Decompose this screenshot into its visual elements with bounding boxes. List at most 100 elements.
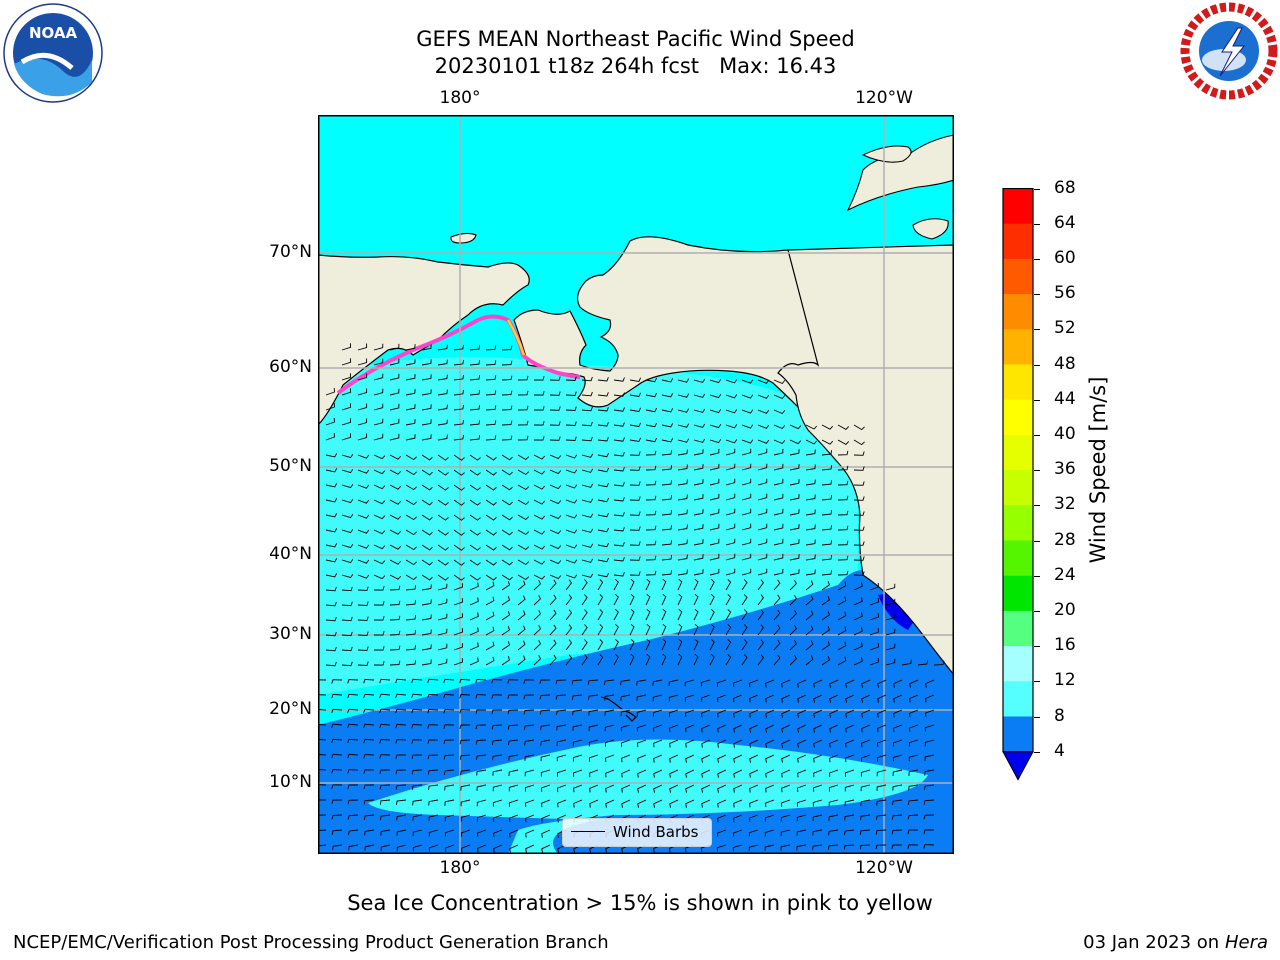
wind-barb (540, 769, 551, 777)
wind-barb (325, 616, 337, 622)
wind-barb (741, 409, 754, 414)
wind-barb (341, 498, 354, 504)
wind-barb (501, 641, 511, 651)
wind-barb (781, 679, 791, 688)
wind-barb (565, 391, 577, 396)
wind-barb (860, 784, 871, 792)
wind-barb (581, 391, 593, 397)
wind-barb (565, 421, 577, 426)
wind-barb (475, 709, 487, 714)
wind-barb (363, 754, 375, 759)
wind-barb (357, 469, 370, 474)
wind-barb (813, 724, 823, 733)
wind-barb (475, 724, 487, 730)
wind-barb (613, 422, 625, 427)
wind-barb (517, 610, 526, 621)
wind-barb (773, 639, 781, 651)
wind-barb (524, 739, 535, 746)
wind-barb (533, 640, 542, 651)
wind-barb (453, 574, 465, 581)
wind-barb (509, 814, 519, 823)
wind-barb (805, 580, 814, 591)
wind-barb (331, 814, 343, 820)
wind-barb (781, 739, 791, 748)
colorbar-tick (1034, 470, 1040, 472)
wind-barb (813, 784, 823, 792)
wind-barb (389, 514, 402, 520)
wind-barb (485, 596, 495, 606)
wind-barb (677, 593, 683, 606)
wind-barb (453, 484, 465, 491)
wind-barb (780, 844, 791, 851)
wind-barb (395, 693, 407, 699)
wind-barb (652, 679, 663, 686)
wind-barb (773, 538, 784, 546)
wind-barb (685, 799, 695, 808)
wind-barb (565, 514, 578, 519)
wind-barb (395, 769, 407, 775)
wind-barb (389, 585, 401, 591)
wind-barb (923, 799, 935, 805)
wind-barb (709, 439, 722, 444)
wind-barb (669, 769, 679, 778)
wind-barb (709, 638, 715, 651)
wind-barb (812, 829, 823, 836)
wind-barb (405, 574, 417, 581)
wind-barb (437, 574, 449, 581)
colorbar-bin (1003, 188, 1033, 225)
wind-barb (501, 559, 513, 566)
wind-barb (485, 574, 497, 581)
wind-barb (549, 609, 557, 621)
wind-barb (373, 469, 386, 475)
colorbar-tick (1034, 575, 1040, 577)
wind-barb (853, 582, 863, 591)
wind-barb (437, 658, 448, 666)
colorbar-bin (1003, 258, 1033, 295)
wind-barb (541, 814, 551, 823)
wind-barb (572, 724, 583, 731)
wind-barb (347, 814, 359, 820)
wind-barb (549, 624, 557, 636)
wind-barb (501, 435, 513, 441)
wind-12-16-band (318, 357, 858, 695)
wind-barb (318, 829, 327, 831)
wind-barb (645, 593, 651, 606)
wind-barb (685, 739, 695, 748)
colorbar-tick-label: 32 (1054, 494, 1076, 515)
wind-barb (331, 723, 343, 729)
wind-barb (421, 404, 432, 411)
wind-barb (389, 343, 400, 351)
wind-barb (812, 799, 823, 807)
wind-barb (485, 581, 495, 591)
wind-barb (453, 583, 463, 591)
wind-barb (549, 376, 561, 381)
wind-barb (363, 799, 375, 805)
wind-barb (741, 654, 748, 666)
wind-barb (853, 466, 865, 471)
wind-barb (829, 754, 839, 763)
colorbar-tick (1034, 294, 1040, 296)
wind-barb (741, 538, 752, 546)
wind-barb (405, 615, 417, 621)
wind-barb (445, 844, 455, 853)
wind-barb (461, 844, 471, 853)
wind-barb (325, 543, 338, 548)
wind-barb (749, 814, 759, 823)
wind-barb (629, 578, 635, 591)
wind-barb (597, 579, 604, 591)
wind-barb (421, 359, 432, 366)
wind-barb (453, 658, 463, 666)
wind-barb (613, 407, 625, 412)
wind-barb (613, 653, 619, 666)
wind-barb (565, 454, 578, 459)
wind-barb (453, 359, 464, 366)
wind-barb (603, 679, 615, 685)
wind-barb (709, 379, 722, 384)
wind-barb (661, 540, 673, 546)
wind-barb (581, 406, 593, 412)
wind-barb (837, 465, 849, 471)
wind-barb (645, 407, 658, 413)
wind-barb (757, 508, 768, 516)
wind-barb (701, 799, 711, 808)
wind-barb (549, 544, 562, 550)
